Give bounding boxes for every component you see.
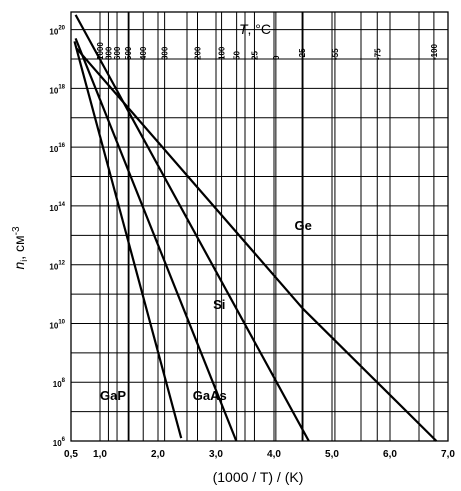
top-tick-label: -100 bbox=[430, 43, 439, 60]
top-tick-label: 300 bbox=[161, 46, 170, 60]
top-tick-label: 0 bbox=[272, 55, 281, 60]
series-line-gaas bbox=[74, 37, 238, 442]
y-tick-label: 1012 bbox=[49, 261, 65, 272]
y-tick-label: 1014 bbox=[49, 202, 65, 213]
x-tick-label: 0,5 bbox=[64, 449, 78, 460]
top-tick-label: 400 bbox=[139, 46, 148, 60]
y-tick-label: 108 bbox=[53, 378, 66, 389]
series-lines bbox=[73, 14, 438, 442]
top-tick-label: 100 bbox=[218, 46, 227, 60]
top-tick-label: 800 bbox=[104, 46, 113, 60]
top-tick-label: -25 bbox=[298, 48, 307, 60]
top-tick-label: 200 bbox=[193, 46, 202, 60]
grid-lines bbox=[70, 12, 449, 442]
y-tick-label: 106 bbox=[53, 437, 66, 448]
y-tick-label: 1018 bbox=[49, 84, 65, 95]
top-tick-label: -75 bbox=[373, 48, 382, 60]
top-tick-label: 600 bbox=[113, 46, 122, 60]
x-tick-labels: 0,5 1,0 2,0 3,0 4,0 5,0 6,0 7,0 bbox=[64, 449, 455, 460]
top-tick-label: 500 bbox=[124, 46, 133, 60]
y-tick-labels: 106 108 1010 1012 1014 1016 1018 1020 bbox=[49, 26, 65, 448]
series-label-si: Si bbox=[213, 297, 225, 312]
x-tick-label: 5,0 bbox=[325, 449, 339, 460]
y-tick-label: 1020 bbox=[49, 26, 65, 37]
series-line-ge bbox=[75, 47, 438, 442]
x-tick-label: 2,0 bbox=[151, 449, 165, 460]
x-tick-label: 7,0 bbox=[441, 449, 455, 460]
x-tick-label: 4,0 bbox=[267, 449, 281, 460]
y-tick-label: 1010 bbox=[49, 319, 65, 330]
series-labels: Ge Si GaAs GaP bbox=[100, 218, 312, 403]
series-label-ge: Ge bbox=[295, 218, 312, 233]
top-tick-label: 50 bbox=[233, 51, 242, 60]
y-tick-label: 1016 bbox=[49, 143, 65, 154]
y-axis-label: ni, см-3 bbox=[11, 226, 29, 270]
x-tick-label: 3,0 bbox=[209, 449, 223, 460]
series-line-gap bbox=[73, 41, 183, 439]
top-tick-label: -55 bbox=[331, 48, 340, 60]
top-tick-label: 25 bbox=[250, 51, 259, 60]
top-tick-label: 1000 bbox=[96, 42, 105, 60]
x-tick-label: 6,0 bbox=[383, 449, 397, 460]
series-label-gap: GaP bbox=[100, 388, 126, 403]
top-axis-label: T, °C bbox=[239, 21, 271, 37]
plot-frame bbox=[70, 11, 449, 442]
x-tick-label: 1,0 bbox=[93, 449, 107, 460]
plot-area bbox=[71, 12, 448, 441]
series-label-gaas: GaAs bbox=[193, 388, 227, 403]
series-line-si bbox=[74, 14, 310, 442]
x-axis-label: (1000 / T) / (K) bbox=[213, 469, 304, 485]
top-tick-labels: 1000 800 600 500 400 300 200 100 50 25 0 -25 -55 -75 -… bbox=[96, 42, 439, 60]
